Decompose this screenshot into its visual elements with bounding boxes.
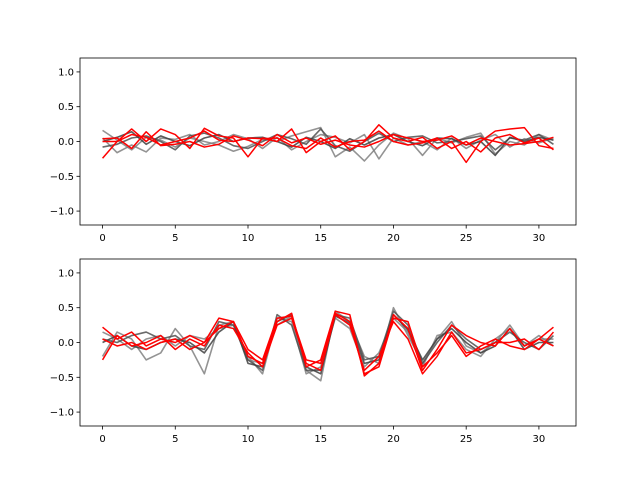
series-line-3 xyxy=(102,128,554,153)
chart-top: 0 5 10 15 20 25 30 −1.0 −0.5 0.0 0.5 1.0 xyxy=(50,57,577,244)
y-tick-label: −0.5 xyxy=(50,373,74,384)
y-tick-label: 0.0 xyxy=(58,137,74,148)
y-tick-label: 0.0 xyxy=(58,338,74,349)
x-tick-label: 10 xyxy=(242,233,255,244)
x-tick-label: 10 xyxy=(242,434,255,445)
x-tick-label: 5 xyxy=(172,233,178,244)
x-tick-label: 15 xyxy=(314,233,327,244)
series-line-4 xyxy=(102,130,554,157)
y-tick-label: −1.0 xyxy=(50,207,74,218)
x-tick-label: 30 xyxy=(533,434,546,445)
x-tick-label: 5 xyxy=(172,434,178,445)
x-tick-label: 25 xyxy=(460,233,473,244)
chart-bottom: 0 5 10 15 20 25 30 −1.0 −0.5 0.0 0.5 1.0 xyxy=(50,258,577,445)
y-tick-label: 0.5 xyxy=(58,102,74,113)
x-tick-label: 25 xyxy=(460,434,473,445)
x-tick-label: 0 xyxy=(99,434,105,445)
series-lines xyxy=(101,124,554,164)
series-line-6 xyxy=(101,313,555,375)
x-tick-label: 30 xyxy=(533,233,546,244)
series-line-7 xyxy=(102,131,554,150)
y-tick-label: 1.0 xyxy=(58,268,74,279)
x-tick-label: 0 xyxy=(99,233,105,244)
y-tick-label: 0.5 xyxy=(58,303,74,314)
series-line-5 xyxy=(101,124,554,164)
y-tick-label: −1.0 xyxy=(50,408,74,419)
series-lines xyxy=(101,306,555,382)
series-line-7 xyxy=(102,312,554,375)
y-tick-label: −0.5 xyxy=(50,172,74,183)
x-tick-label: 15 xyxy=(314,434,327,445)
x-tick-label: 20 xyxy=(387,233,400,244)
y-tick-label: 1.0 xyxy=(58,67,74,78)
x-tick-label: 20 xyxy=(387,434,400,445)
